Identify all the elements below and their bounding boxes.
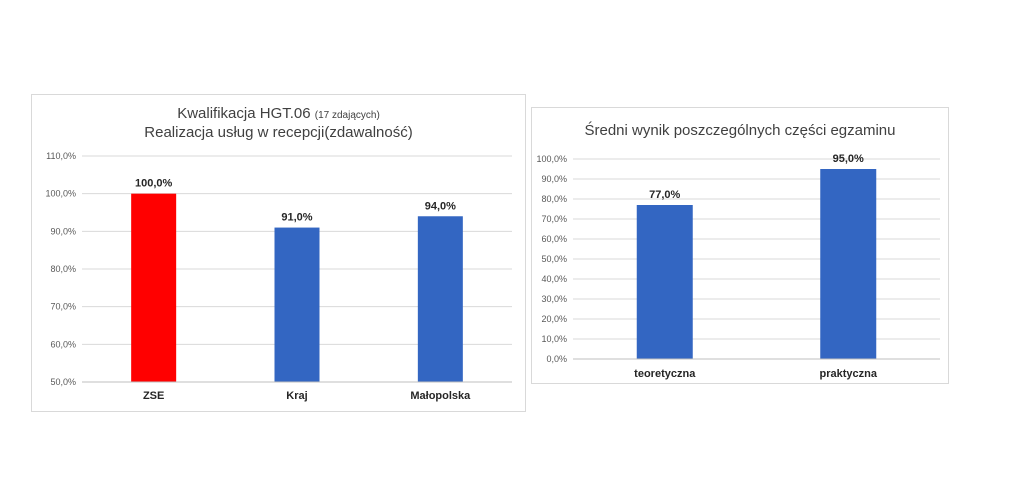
y-tick-label: 40,0% xyxy=(541,274,567,284)
y-tick-label: 100,0% xyxy=(536,154,567,164)
chart-plot-area: 50,0% 60,0% 70,0% 80,0% 90,0% 100,0% 110,0% 100… xyxy=(45,151,512,402)
chart-title: Średni wynik poszczególnych części egzam… xyxy=(584,122,896,139)
data-label: 95,0% xyxy=(833,153,864,165)
y-tick-label: 70,0% xyxy=(541,214,567,224)
y-tick-label: 50,0% xyxy=(50,377,76,387)
y-tick-label: 90,0% xyxy=(50,226,76,236)
bar-zse xyxy=(131,193,177,382)
x-tick-label: Małopolska xyxy=(410,390,471,402)
data-label: 94,0% xyxy=(425,200,456,212)
y-tick-label: 60,0% xyxy=(50,339,76,349)
data-label: 100,0% xyxy=(135,178,173,190)
x-tick-label: Kraj xyxy=(286,390,307,402)
chart-title: Kwalifikacja HGT.06 (17 zdających) xyxy=(32,105,525,125)
chart-exam-parts-average: Średni wynik poszczególnych części egzam… xyxy=(531,107,949,384)
y-tick-label: 60,0% xyxy=(541,234,567,244)
data-label: 77,0% xyxy=(649,189,680,201)
y-tick-label: 10,0% xyxy=(541,334,567,344)
x-tick-label: teoretyczna xyxy=(634,368,696,380)
chart-title-note: (17 zdających) xyxy=(314,110,380,121)
data-label: 91,0% xyxy=(281,212,312,224)
y-tick-label: 30,0% xyxy=(541,294,567,304)
chart-hgt06-pass-rate: Kwalifikacja HGT.06 (17 zdających) Reali… xyxy=(31,94,526,412)
bar-kraj xyxy=(274,227,320,382)
bar-teoretyczna xyxy=(636,205,693,359)
y-tick-label: 110,0% xyxy=(46,151,76,161)
bar-praktyczna xyxy=(820,169,877,359)
x-tick-label: ZSE xyxy=(143,390,164,402)
y-tick-label: 90,0% xyxy=(541,174,567,184)
y-tick-label: 20,0% xyxy=(541,314,567,324)
y-tick-label: 80,0% xyxy=(541,194,567,204)
y-tick-label: 50,0% xyxy=(541,254,567,264)
chart-plot-area: 0,0% 10,0% 20,0% 30,0% 40,0% 50,0% 60,0% 70,0% 8… xyxy=(536,153,940,380)
y-tick-label: 0,0% xyxy=(546,354,567,364)
bar-małopolska xyxy=(417,216,463,382)
chart-title-main: Kwalifikacja HGT.06 xyxy=(177,105,311,122)
y-tick-label: 100,0% xyxy=(45,189,76,199)
x-tick-label: praktyczna xyxy=(820,368,878,380)
y-tick-label: 70,0% xyxy=(50,302,76,312)
chart-subtitle: Realizacja usług w recepcji(zdawalność) xyxy=(144,124,413,141)
y-tick-label: 80,0% xyxy=(50,264,76,274)
